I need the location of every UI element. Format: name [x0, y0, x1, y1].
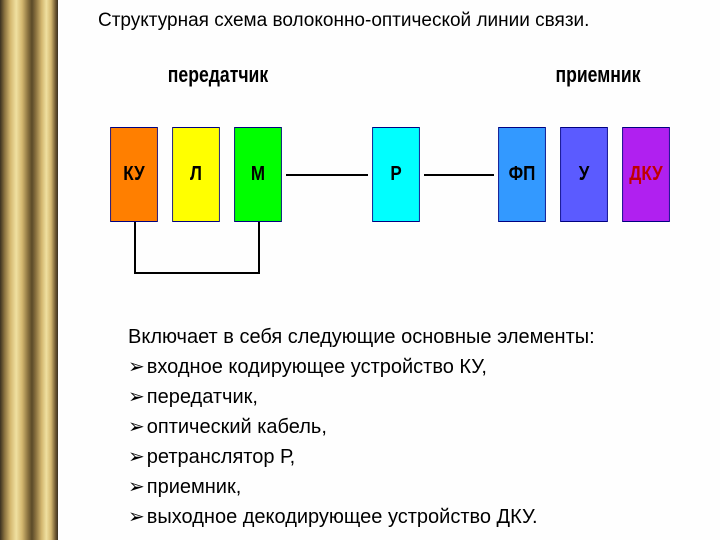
list-item: входное кодирующее устройство КУ, — [128, 352, 710, 382]
block-l: Л — [172, 127, 220, 222]
list-items-container: входное кодирующее устройство КУ,передат… — [128, 352, 710, 532]
content-area: Структурная схема волоконно-оптической л… — [58, 0, 720, 540]
feedback-vert-right — [258, 222, 260, 272]
feedback-horiz — [134, 272, 260, 274]
page-title: Структурная схема волоконно-оптической л… — [98, 10, 710, 32]
list-item: оптический кабель, — [128, 412, 710, 442]
list-item: передатчик, — [128, 382, 710, 412]
connector-m-r — [286, 174, 368, 176]
block-diagram: передатчик приемник КУЛМР ФПУ ДКУ — [78, 62, 698, 302]
block-ku: КУ — [110, 127, 158, 222]
block-r: Р — [372, 127, 420, 222]
block-u: У — [560, 127, 608, 222]
section-label: передатчик — [154, 62, 282, 88]
list-block: Включает в себя следующие основные элеме… — [128, 322, 710, 532]
block-m: М — [234, 127, 282, 222]
block-dku: ДКУ — [622, 127, 670, 222]
list-item: приемник, — [128, 472, 710, 502]
list-intro: Включает в себя следующие основные элеме… — [128, 322, 710, 352]
connector-r-fp — [424, 174, 494, 176]
feedback-vert-left — [134, 222, 136, 272]
list-item: ретранслятор Р, — [128, 442, 710, 472]
list-item: выходное декодирующее устройство ДКУ. — [128, 502, 710, 532]
block-fp: ФП — [498, 127, 546, 222]
section-label: приемник — [534, 62, 662, 88]
decorative-left-border — [0, 0, 58, 540]
